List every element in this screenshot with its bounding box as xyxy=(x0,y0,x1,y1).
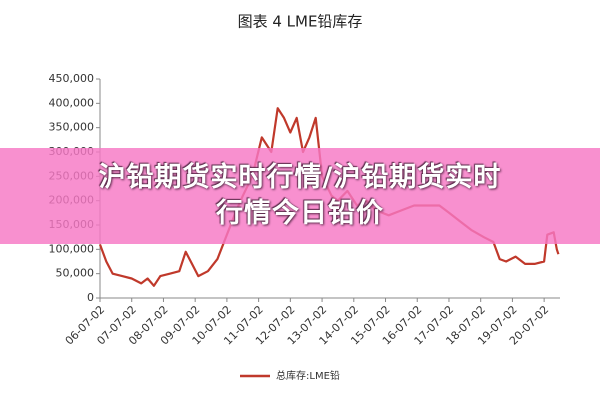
y-tick-label: 100,000 xyxy=(49,242,95,255)
y-tick-label: 0 xyxy=(87,291,94,304)
y-tick-label: 400,000 xyxy=(49,96,95,109)
data-line xyxy=(98,107,560,287)
y-tick-label: 350,000 xyxy=(49,121,95,134)
chart-title: 图表 4 LME铅库存 xyxy=(238,13,363,31)
y-tick-label: 50,000 xyxy=(56,267,95,280)
legend-label: 总库存:LME铅 xyxy=(276,369,340,382)
banner-text: 行情今日铅价 xyxy=(216,198,384,229)
y-tick-label: 450,000 xyxy=(49,72,95,85)
banner-text: 沪铅期货实时行情/沪铅期货实时 xyxy=(98,162,502,193)
banner: 沪铅期货实时行情/沪铅期货实时 行情今日铅价 xyxy=(0,148,600,244)
